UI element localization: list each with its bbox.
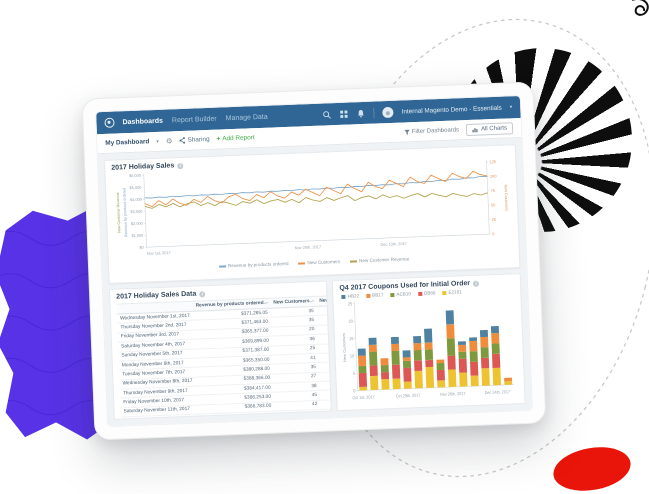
account-menu[interactable]: Internal Magento Demo - Essentials	[401, 104, 502, 116]
legend-item[interactable]: BB17	[366, 292, 384, 298]
svg-text:Dec 13th, 2017: Dec 13th, 2017	[380, 241, 407, 247]
sharing-button[interactable]: Sharing	[179, 135, 210, 144]
svg-text:0: 0	[492, 231, 495, 236]
svg-text:Nov 1st, 2017: Nov 1st, 2017	[147, 250, 171, 256]
svg-text:10: 10	[350, 353, 355, 359]
svg-text:Dec 24th, 2017: Dec 24th, 2017	[485, 389, 511, 395]
svg-text:New Customer Revenue: New Customer Revenue	[116, 192, 122, 233]
table-header[interactable]: New Customer Revenue ▲▼	[316, 293, 333, 307]
nav-item-dashboards[interactable]: Dashboards	[122, 117, 164, 126]
sales-table: Revenue by products ordered ▲▼ New Custom…	[116, 293, 333, 420]
svg-text:New Customers: New Customers	[504, 185, 509, 212]
app-logo-icon[interactable]	[104, 117, 115, 128]
dashboard-selector[interactable]: My Dashboard	[105, 138, 150, 147]
svg-text:75: 75	[490, 188, 495, 193]
svg-text:20: 20	[349, 318, 354, 324]
legend-swatch	[366, 293, 371, 298]
info-icon[interactable]: i	[199, 290, 206, 297]
legend-item[interactable]: New Customers	[298, 259, 340, 266]
legend-swatch	[298, 262, 306, 265]
legend-swatch	[417, 291, 423, 296]
bar-chart-svg: 25 20 15 10 5 0 New Customers Oct 1st, 2017 Oct …	[342, 301, 515, 400]
svg-text:5: 5	[353, 370, 356, 375]
legend-item[interactable]: E2101	[442, 289, 462, 295]
svg-text:100: 100	[490, 173, 497, 178]
bar-chart-icon	[472, 127, 478, 132]
line-chart-svg: $6,000 $5,000 $4,000 $3,000 $2,000 $1,000 $0 12…	[116, 159, 509, 256]
svg-text:Nov 26th, 2017: Nov 26th, 2017	[440, 391, 466, 397]
search-icon[interactable]	[323, 110, 332, 119]
filter-dashboards-button[interactable]: Filter Dashboards	[403, 126, 460, 135]
bell-icon[interactable]	[357, 108, 366, 117]
nav-item-manage-data[interactable]: Manage Data	[225, 113, 268, 122]
legend-item[interactable]: ACB10	[390, 291, 411, 297]
svg-text:$4,000: $4,000	[130, 197, 143, 203]
share-icon	[179, 137, 186, 144]
apps-grid-icon[interactable]	[340, 109, 349, 118]
svg-text:$3,000: $3,000	[130, 209, 143, 215]
legend-swatch	[442, 290, 447, 295]
svg-text:125: 125	[489, 159, 496, 164]
dashboard-screen: Dashboards Report Builder Manage Data	[95, 94, 533, 428]
legend-swatch	[218, 265, 227, 268]
all-charts-label: All Charts	[480, 124, 508, 132]
sort-icon[interactable]: ▲▼	[309, 299, 314, 304]
svg-text:50: 50	[491, 202, 496, 207]
legend-swatch	[390, 292, 395, 297]
svg-text:0: 0	[354, 388, 357, 393]
nav-item-report-builder[interactable]: Report Builder	[171, 115, 217, 124]
tablet-mockup: Dashboards Report Builder Manage Data	[81, 81, 547, 441]
svg-text:$6,000: $6,000	[129, 173, 142, 179]
sharing-label: Sharing	[187, 135, 210, 144]
table-title: 2017 Holiday Sales Data	[116, 290, 197, 301]
funnel-icon	[403, 129, 410, 135]
info-icon[interactable]: i	[177, 162, 184, 169]
avatar[interactable]	[382, 106, 394, 118]
corner-scribble-shape	[632, 0, 649, 16]
svg-text:Oct 29th, 2017: Oct 29th, 2017	[396, 392, 421, 398]
legend-swatch	[350, 260, 358, 263]
svg-text:Oct 1st, 2017: Oct 1st, 2017	[353, 394, 376, 400]
filter-dashboards-label: Filter Dashboards	[411, 126, 460, 135]
sort-icon[interactable]: ▲▼	[263, 300, 268, 305]
svg-text:Nov 29th, 2017: Nov 29th, 2017	[295, 244, 322, 250]
legend-item[interactable]: New Customer Revenue	[350, 256, 409, 263]
gear-icon[interactable]: ⚙	[165, 136, 173, 146]
svg-text:Revenue by products ordered: Revenue by products ordered	[122, 188, 128, 237]
svg-text:$5,000: $5,000	[129, 185, 142, 191]
holiday-sales-table-card: 2017 Holiday Sales Data i Revenue by pro…	[108, 280, 333, 420]
svg-text:25: 25	[348, 301, 353, 307]
legend-swatch	[341, 294, 346, 299]
top-navbar: Dashboards Report Builder Manage Data	[96, 95, 521, 135]
dashboard-content: 2017 Holiday Sales i $6,000 $5,000 $4,000 $…	[97, 137, 532, 427]
plus-icon: +	[216, 135, 221, 143]
svg-text:$0: $0	[139, 245, 144, 250]
add-report-button[interactable]: + Add Report	[216, 134, 254, 142]
dashboard-toolbar: My Dashboard ▾ ⚙ Sharing + Add Report	[96, 117, 522, 155]
svg-text:15: 15	[349, 336, 354, 342]
chevron-down-icon[interactable]: ▾	[509, 104, 513, 111]
svg-text:$1,000: $1,000	[131, 233, 144, 239]
svg-text:$2,000: $2,000	[131, 221, 144, 227]
legend-item[interactable]: DB88	[417, 290, 436, 296]
svg-text:New Customers: New Customers	[342, 333, 347, 363]
nav-items: Dashboards Report Builder Manage Data	[122, 113, 267, 126]
svg-text:25: 25	[492, 217, 497, 222]
add-report-label: Add Report	[222, 134, 255, 143]
legend-item[interactable]: HB22	[341, 293, 359, 299]
all-charts-button[interactable]: All Charts	[465, 121, 514, 136]
navbar-divider	[373, 107, 375, 119]
chevron-down-icon[interactable]: ▾	[156, 138, 159, 145]
holiday-sales-chart-card: 2017 Holiday Sales i $6,000 $5,000 $4,000 $…	[103, 144, 521, 284]
coupons-chart-card: Q4 2017 Coupons Used for Initial Order i…	[332, 273, 526, 412]
info-icon[interactable]: i	[472, 280, 480, 287]
